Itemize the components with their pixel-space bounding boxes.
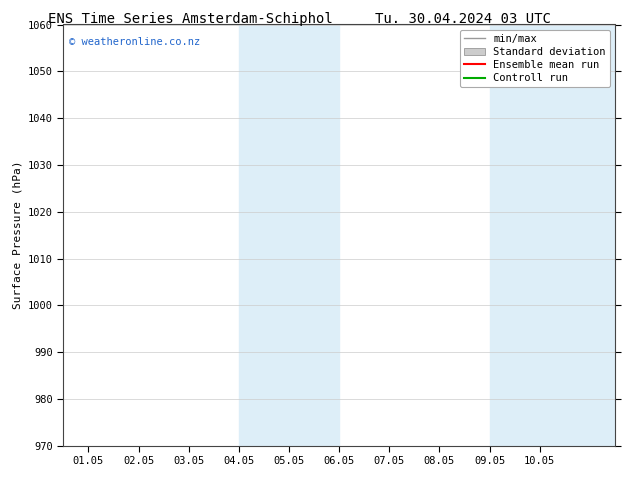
Text: Tu. 30.04.2024 03 UTC: Tu. 30.04.2024 03 UTC: [375, 12, 551, 26]
Text: © weatheronline.co.nz: © weatheronline.co.nz: [69, 37, 200, 47]
Legend: min/max, Standard deviation, Ensemble mean run, Controll run: min/max, Standard deviation, Ensemble me…: [460, 30, 610, 87]
Y-axis label: Surface Pressure (hPa): Surface Pressure (hPa): [13, 161, 22, 310]
Bar: [489, 24, 615, 446]
Text: ENS Time Series Amsterdam-Schiphol: ENS Time Series Amsterdam-Schiphol: [48, 12, 333, 26]
Bar: [239, 24, 339, 446]
